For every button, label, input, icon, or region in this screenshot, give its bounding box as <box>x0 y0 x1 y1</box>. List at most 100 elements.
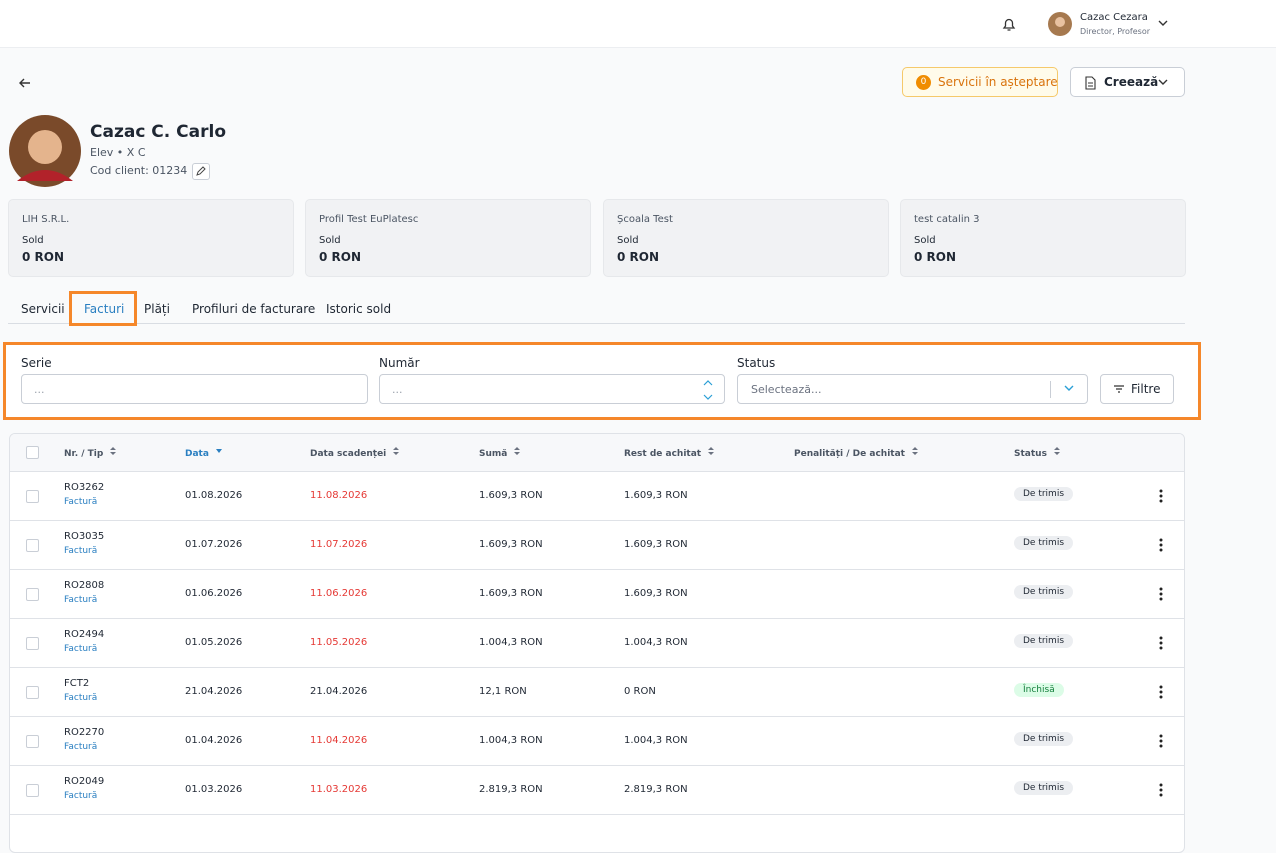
invoice-type: Factură <box>64 497 98 507</box>
invoice-date: 01.05.2026 <box>185 637 243 648</box>
top-bar: Cazac Cezara Director, Profesor <box>0 0 1276 48</box>
kebab-icon <box>1159 783 1163 797</box>
invoice-number[interactable]: RO2049 <box>64 776 105 787</box>
user-avatar[interactable] <box>1048 12 1072 36</box>
class: X C <box>126 146 146 159</box>
column-title: Nr. / Tip <box>64 449 104 459</box>
column-header[interactable]: Status <box>1014 446 1063 459</box>
rest: 1.004,3 RON <box>624 637 688 648</box>
pending-services-button[interactable]: 0 Servicii în așteptare <box>902 67 1058 97</box>
user-name: Cazac Cezara <box>1080 12 1148 23</box>
row-actions[interactable] <box>1155 781 1167 799</box>
row-checkbox[interactable] <box>26 735 39 748</box>
invoice-date: 21.04.2026 <box>185 686 243 697</box>
card-label: Sold <box>22 235 44 246</box>
sum: 2.819,3 RON <box>479 784 543 795</box>
column-header[interactable]: Penalități / De achitat <box>794 446 921 459</box>
row-actions[interactable] <box>1155 487 1167 505</box>
row-checkbox[interactable] <box>26 686 39 699</box>
status-badge: De trimis <box>1014 781 1074 795</box>
invoice-date: 01.03.2026 <box>185 784 243 795</box>
sort-icon <box>393 447 400 455</box>
bell-icon[interactable] <box>1000 15 1018 33</box>
column-header[interactable]: Nr. / Tip <box>64 446 119 459</box>
invoice-date: 01.08.2026 <box>185 490 243 501</box>
column-header[interactable]: Data <box>185 446 225 459</box>
sum: 12,1 RON <box>479 686 527 697</box>
column-title: Status <box>1014 449 1047 459</box>
tab[interactable]: Facturi <box>84 302 125 316</box>
role: Elev <box>90 146 114 159</box>
row-actions[interactable] <box>1155 536 1167 554</box>
sum: 1.004,3 RON <box>479 735 543 746</box>
sort-icon <box>514 447 521 455</box>
row-actions[interactable] <box>1155 732 1167 750</box>
row-actions[interactable] <box>1155 585 1167 603</box>
row-checkbox[interactable] <box>26 637 39 650</box>
invoice-row: FCT2 Factură 21.04.2026 21.04.2026 12,1 RON 0… <box>10 668 1184 717</box>
card-company: Școala Test <box>617 214 673 225</box>
invoice-number[interactable]: RO2270 <box>64 727 105 738</box>
user-menu-chevron[interactable] <box>1157 19 1169 29</box>
tab[interactable]: Servicii <box>21 302 65 316</box>
invoice-row: RO3035 Factură 01.07.2026 11.07.2026 1.609,3… <box>10 521 1184 570</box>
student-avatar <box>9 115 81 187</box>
column-header[interactable]: Data scadenței <box>310 446 402 459</box>
create-chevron <box>1158 79 1168 85</box>
sort-icon <box>708 447 715 455</box>
card-label: Sold <box>319 235 341 246</box>
row-actions[interactable] <box>1155 634 1167 652</box>
rest: 2.819,3 RON <box>624 784 688 795</box>
balance-card: Profil Test EuPlatesc Sold 0 RON <box>305 199 591 277</box>
status-select[interactable]: Selectează... <box>737 374 1088 404</box>
invoice-number[interactable]: RO2808 <box>64 580 105 591</box>
filters-button-label: Filtre <box>1131 382 1161 396</box>
document-icon <box>1085 76 1096 90</box>
due-date: 11.06.2026 <box>310 588 368 599</box>
filters-panel: Serie ... Număr ... Status Selectează...… <box>3 342 1201 420</box>
student-role: Elev • X C <box>90 146 146 159</box>
row-checkbox[interactable] <box>26 490 39 503</box>
row-actions[interactable] <box>1155 683 1167 701</box>
column-header[interactable]: Rest de achitat <box>624 446 717 459</box>
active-tab-highlight <box>69 291 137 326</box>
card-company: LIH S.R.L. <box>22 214 70 225</box>
status-badge: De trimis <box>1014 634 1074 648</box>
invoices-table: Nr. / Tip Data Data scadenței Sumă Rest de a… <box>9 433 1185 853</box>
serie-input[interactable]: ... <box>21 374 368 404</box>
invoice-number[interactable]: RO3035 <box>64 531 105 542</box>
kebab-icon <box>1159 685 1163 699</box>
status-badge: De trimis <box>1014 536 1074 550</box>
invoice-type: Factură <box>64 595 98 605</box>
sum: 1.609,3 RON <box>479 539 543 550</box>
kebab-icon <box>1159 734 1163 748</box>
status-badge: De trimis <box>1014 487 1074 501</box>
back-button[interactable] <box>17 75 33 91</box>
kebab-icon <box>1159 538 1163 552</box>
row-checkbox[interactable] <box>26 588 39 601</box>
create-button[interactable]: Creează <box>1070 67 1185 97</box>
card-label: Sold <box>617 235 639 246</box>
numar-input[interactable]: ... <box>379 374 725 404</box>
student-name: Cazac C. Carlo <box>90 122 226 142</box>
stepper[interactable] <box>702 378 714 402</box>
due-date: 11.07.2026 <box>310 539 368 550</box>
row-checkbox[interactable] <box>26 539 39 552</box>
user-role: Director, Profesor <box>1080 27 1151 36</box>
rest: 1.609,3 RON <box>624 539 688 550</box>
sort-icon <box>110 447 117 455</box>
rest: 1.609,3 RON <box>624 588 688 599</box>
invoice-row: RO2808 Factură 01.06.2026 11.06.2026 1.609,3… <box>10 570 1184 619</box>
invoice-number[interactable]: FCT2 <box>64 678 90 689</box>
tab[interactable]: Plăți <box>144 302 170 316</box>
filters-button[interactable]: Filtre <box>1100 374 1174 404</box>
kebab-icon <box>1159 489 1163 503</box>
edit-code-button[interactable] <box>192 163 210 180</box>
tab[interactable]: Istoric sold <box>326 302 392 316</box>
column-header[interactable]: Sumă <box>479 446 523 459</box>
invoice-number[interactable]: RO2494 <box>64 629 105 640</box>
row-checkbox[interactable] <box>26 784 39 797</box>
select-all-checkbox[interactable] <box>26 446 39 459</box>
tab[interactable]: Profiluri de facturare <box>192 302 316 316</box>
invoice-number[interactable]: RO3262 <box>64 482 105 493</box>
